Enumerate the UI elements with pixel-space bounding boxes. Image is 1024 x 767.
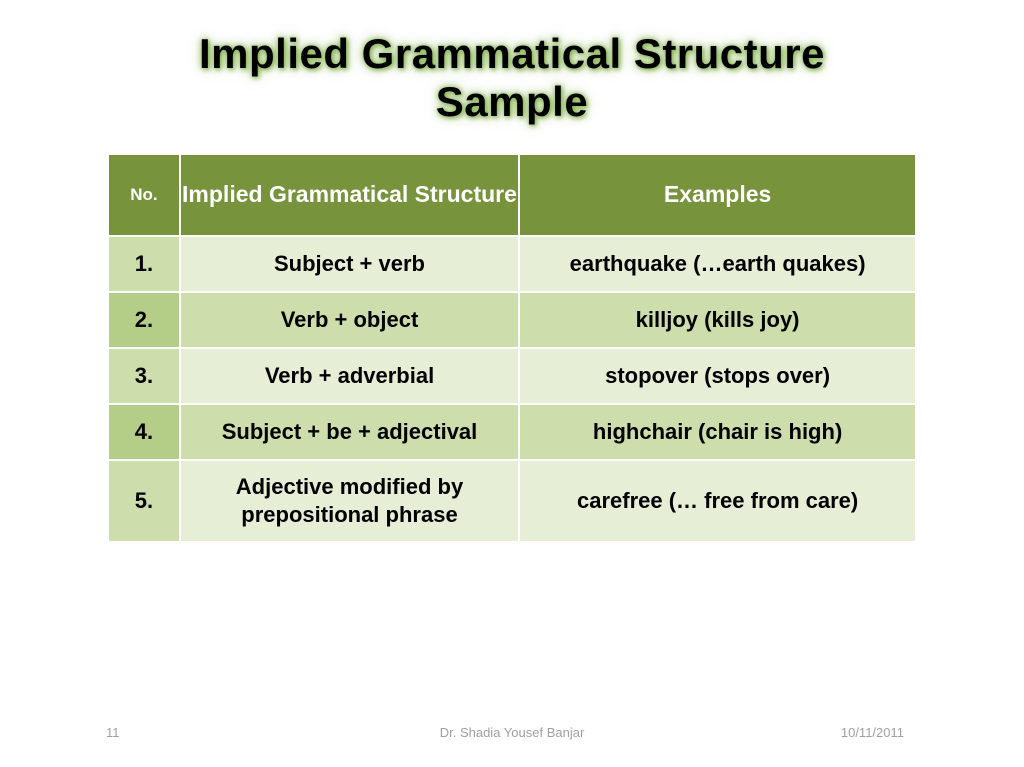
- cell-example: carefree (… free from care): [519, 460, 916, 542]
- cell-structure: Verb + object: [180, 292, 519, 348]
- table-row: 2. Verb + object killjoy (kills joy): [108, 292, 916, 348]
- grammar-table-wrap: No. Implied Grammatical Structure Exampl…: [0, 153, 1024, 543]
- cell-structure: Verb + adverbial: [180, 348, 519, 404]
- slide-title: Implied Grammatical Structure Sample: [0, 30, 1024, 127]
- cell-example: killjoy (kills joy): [519, 292, 916, 348]
- cell-no: 3.: [108, 348, 180, 404]
- cell-example: stopover (stops over): [519, 348, 916, 404]
- cell-example: highchair (chair is high): [519, 404, 916, 460]
- grammar-table: No. Implied Grammatical Structure Exampl…: [107, 153, 917, 543]
- slide-date: 10/11/2011: [841, 725, 904, 740]
- table-header-row: No. Implied Grammatical Structure Exampl…: [108, 154, 916, 236]
- col-header-no: No.: [108, 154, 180, 236]
- table-row: 1. Subject + verb earthquake (…earth qua…: [108, 236, 916, 292]
- cell-example: earthquake (…earth quakes): [519, 236, 916, 292]
- title-line-1: Implied Grammatical Structure: [0, 30, 1024, 78]
- cell-structure: Subject + verb: [180, 236, 519, 292]
- slide: Implied Grammatical Structure Sample No.…: [0, 0, 1024, 767]
- cell-no: 1.: [108, 236, 180, 292]
- cell-structure: Subject + be + adjectival: [180, 404, 519, 460]
- col-header-examples: Examples: [519, 154, 916, 236]
- title-line-2: Sample: [0, 78, 1024, 126]
- cell-no: 4.: [108, 404, 180, 460]
- table-row: 4. Subject + be + adjectival highchair (…: [108, 404, 916, 460]
- table-row: 5. Adjective modified by prepositional p…: [108, 460, 916, 542]
- cell-structure: Adjective modified by prepositional phra…: [180, 460, 519, 542]
- cell-no: 2.: [108, 292, 180, 348]
- table-row: 3. Verb + adverbial stopover (stops over…: [108, 348, 916, 404]
- col-header-structure: Implied Grammatical Structure: [180, 154, 519, 236]
- cell-no: 5.: [108, 460, 180, 542]
